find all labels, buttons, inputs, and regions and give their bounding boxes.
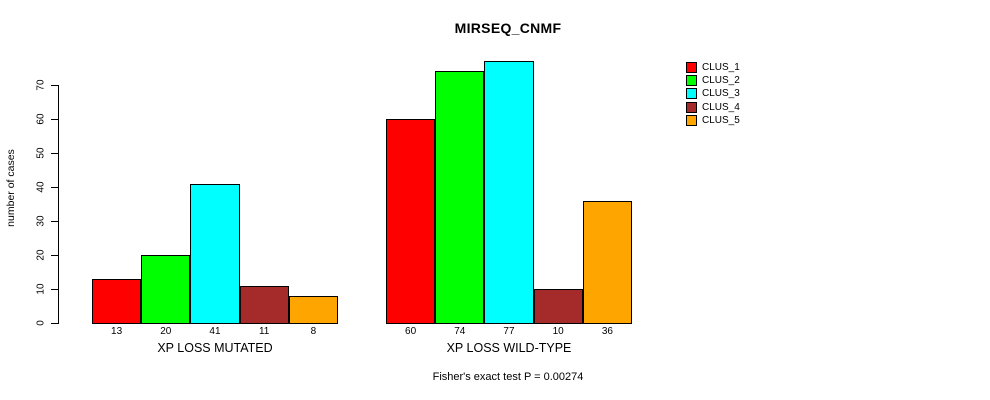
- bar-value-label: 74: [454, 326, 466, 337]
- legend-label: CLUS_1: [702, 62, 740, 74]
- y-axis-tick-label: 70: [35, 79, 47, 91]
- legend-swatch-icon: [686, 101, 697, 113]
- bar-value-label: 77: [503, 326, 515, 337]
- bar-value-label: 60: [405, 326, 417, 337]
- legend-label: CLUS_3: [702, 88, 740, 100]
- bar-value-label: 8: [310, 326, 317, 337]
- chart-title: MIRSEQ_CNMF: [454, 20, 562, 36]
- y-axis-tick-label: 20: [35, 249, 47, 261]
- bar-value-label: 13: [111, 326, 123, 337]
- legend-swatch-icon: [686, 88, 697, 100]
- bar-clus_4-group1: [239, 285, 289, 324]
- y-axis-tick-label: 10: [35, 283, 47, 295]
- y-axis-line: [58, 85, 59, 324]
- y-axis-tick-label: 30: [35, 215, 47, 227]
- y-axis-tick-label: 50: [35, 147, 47, 159]
- bar-clus_3-group1: [190, 183, 240, 324]
- y-axis-tick: [51, 187, 58, 188]
- y-axis-tick: [51, 221, 58, 222]
- bar-value-label: 10: [552, 326, 564, 337]
- y-axis-tick: [51, 289, 58, 290]
- bar-clus_3-group2: [484, 61, 534, 324]
- y-axis-label: number of cases: [5, 149, 17, 227]
- legend: CLUS_1 CLUS_2 CLUS_3 CLUS_4 CLUS_5: [686, 61, 740, 127]
- y-axis-tick: [51, 255, 58, 256]
- y-axis-tick: [51, 85, 58, 86]
- y-axis-tick-label: 60: [35, 113, 47, 125]
- legend-label: CLUS_2: [702, 75, 740, 87]
- y-axis-tick: [51, 119, 58, 120]
- bar-clus_2-group1: [141, 255, 191, 324]
- legend-item-clus_3: CLUS_3: [686, 87, 740, 100]
- bar-value-label: 36: [601, 326, 613, 337]
- y-axis-tick: [51, 153, 58, 154]
- legend-item-clus_5: CLUS_5: [686, 114, 740, 127]
- legend-swatch-icon: [686, 75, 697, 87]
- legend-item-clus_4: CLUS_4: [686, 101, 740, 114]
- legend-swatch-icon: [686, 114, 697, 126]
- y-axis-tick-label: 40: [35, 181, 47, 193]
- bar-clus_2-group2: [435, 71, 485, 324]
- bar-clus_5-group2: [582, 200, 632, 324]
- x-group-label: XP LOSS WILD-TYPE: [446, 341, 572, 355]
- x-group-label: XP LOSS MUTATED: [157, 341, 273, 355]
- annotation-text: Fisher's exact test P = 0.00274: [432, 371, 584, 383]
- bar-clus_5-group1: [288, 295, 338, 324]
- bar-clus_4-group2: [533, 289, 583, 324]
- y-axis-tick: [51, 323, 58, 324]
- bar-value-label: 20: [160, 326, 172, 337]
- bar-clus_1-group1: [92, 278, 142, 324]
- y-axis-tick-label: 0: [35, 320, 47, 326]
- bar-clus_1-group2: [386, 119, 436, 324]
- legend-label: CLUS_5: [702, 114, 740, 126]
- bar-value-label: 11: [258, 326, 270, 337]
- legend-label: CLUS_4: [702, 101, 740, 113]
- legend-swatch-icon: [686, 62, 697, 74]
- legend-item-clus_2: CLUS_2: [686, 74, 740, 87]
- bar-value-label: 41: [209, 326, 221, 337]
- legend-item-clus_1: CLUS_1: [686, 61, 740, 74]
